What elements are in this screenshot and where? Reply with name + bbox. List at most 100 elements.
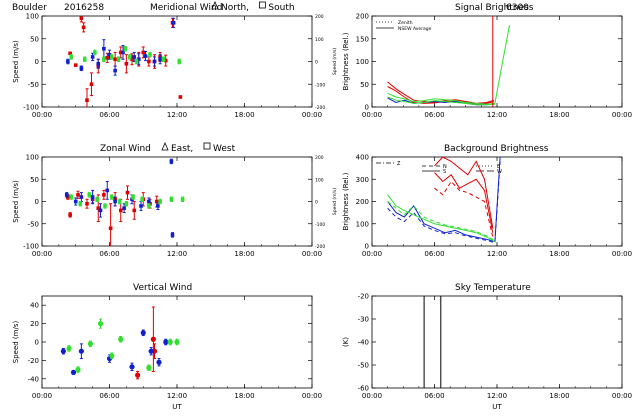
zonal-point — [147, 199, 151, 204]
vertical-point — [60, 348, 66, 354]
zonal-point — [64, 193, 69, 197]
zonal-point — [76, 193, 80, 197]
header-wavelength: 6300 — [506, 3, 529, 13]
meridional-point — [161, 57, 166, 62]
zonal-ytick-right-label-1: -100 — [315, 222, 325, 228]
meridional-title: Meridional Wind — [150, 3, 222, 13]
zonal-point — [158, 199, 162, 204]
meridional-point — [96, 61, 101, 66]
zonal-point — [113, 199, 117, 204]
vertical-title: Vertical Wind — [133, 283, 192, 293]
background-plot-area — [387, 157, 501, 244]
signal-legend-label-1: NSEW Average — [398, 26, 432, 32]
vertical-point — [135, 372, 141, 378]
signal-plot-area — [387, 16, 510, 107]
meridional-point — [73, 63, 78, 67]
zonal-point — [109, 195, 114, 199]
zonal-ytick-right-label-2: 0 — [315, 200, 318, 206]
meridional-point — [118, 50, 123, 55]
zonal-point — [169, 197, 174, 202]
meridional-point — [148, 52, 152, 57]
signal-series-line — [387, 25, 510, 105]
meridional-point — [132, 55, 137, 59]
meridional-ytick-label-3: 50 — [30, 35, 39, 43]
zonal-point — [125, 190, 130, 195]
meridional-point — [130, 57, 134, 62]
zonal-xtick-label-4: 00:00 — [302, 250, 322, 258]
meridional-point — [171, 21, 176, 25]
vertical-point — [78, 348, 84, 354]
zonal-xtick-label-2: 12:00 — [167, 250, 187, 258]
signal-ytick-label-1: 50 — [360, 81, 369, 89]
zonal-point — [98, 208, 103, 213]
background-title: Background Brightness — [444, 144, 549, 154]
zonal-legend-square-1 — [203, 142, 211, 150]
signal-title: Signal Brightness — [455, 3, 534, 13]
zonal-xtick-label-1: 06:00 — [99, 250, 119, 258]
meridional-point — [68, 51, 72, 56]
zonal-point — [124, 201, 129, 206]
zonal-point — [117, 199, 122, 204]
vertical-point — [150, 336, 156, 342]
meridional-point — [79, 16, 84, 21]
zonal-title: Zonal Wind — [100, 144, 151, 154]
zonal-point — [147, 204, 151, 208]
zonal-point — [90, 195, 95, 199]
vertical-point — [163, 339, 169, 345]
zonal-point — [95, 197, 99, 202]
zonal-ytick-right-label-4: 200 — [315, 155, 324, 161]
background-ytick-label-3: 300 — [356, 176, 369, 184]
vertical-point — [66, 345, 72, 352]
sky-panel: Sky Temperature 00:00 06:00 12:00 18:00 00:00… — [342, 283, 632, 411]
background-xtick-label-1: 06:00 — [424, 250, 444, 258]
vertical-point — [174, 339, 180, 345]
zonal-ylabel-right: Speed (m/s) — [332, 188, 338, 216]
zonal-ytick-label-0: -100 — [23, 243, 39, 251]
zonal-point — [169, 159, 174, 164]
zonal-point — [78, 201, 83, 206]
meridional-point — [163, 58, 168, 63]
zonal-point — [122, 206, 126, 210]
zonal-xtick-label-3: 18:00 — [234, 250, 254, 258]
zonal-panel: Zonal Wind East, West 00:00 06:00 12:00 18:00 0… — [12, 141, 338, 258]
background-ytick-label-2: 200 — [356, 198, 369, 206]
meridional-point — [93, 50, 97, 55]
meridional-point — [177, 59, 182, 64]
meridional-legend-label-1: South — [268, 3, 294, 13]
meridional-point — [158, 57, 162, 62]
signal-xtick-label-4: 00:00 — [612, 111, 632, 119]
vertical-point — [167, 339, 173, 345]
background-legend-label-3: E — [497, 164, 500, 170]
meridional-point — [124, 61, 129, 66]
zonal-point — [108, 226, 113, 230]
background-series-line — [387, 157, 501, 243]
sky-ytick-label-3: -30 — [358, 316, 369, 324]
zonal-ytick-right-label-3: 100 — [315, 177, 324, 183]
meridional-point — [113, 57, 117, 62]
vertical-xtick-label-4: 00:00 — [302, 392, 322, 400]
meridional-point — [134, 59, 139, 64]
meridional-xtick-label-4: 00:00 — [302, 111, 322, 119]
meridional-point — [123, 46, 128, 51]
sky-ytick-label-4: -20 — [358, 293, 369, 301]
meridional-ylabel-right: Speed (m/s) — [332, 48, 338, 76]
meridional-point — [116, 57, 121, 62]
zonal-point — [96, 206, 101, 210]
meridional-point — [102, 57, 106, 62]
meridional-point — [102, 46, 106, 51]
meridional-point — [143, 54, 148, 58]
meridional-point — [79, 66, 84, 71]
meridional-point — [81, 25, 86, 30]
vertical-point — [129, 364, 135, 370]
background-xtick-label-3: 18:00 — [549, 250, 569, 258]
meridional-ytick-right-label-2: 0 — [315, 60, 318, 66]
meridional-ytick-right-label-3: 100 — [315, 37, 324, 43]
header-date: 2016258 — [64, 3, 104, 13]
vertical-ytick-label-1: -20 — [28, 357, 39, 365]
meridional-ytick-label-4: 100 — [26, 13, 39, 21]
background-ylabel: Brightness (Rel.) — [342, 172, 350, 230]
zonal-point — [180, 197, 185, 202]
